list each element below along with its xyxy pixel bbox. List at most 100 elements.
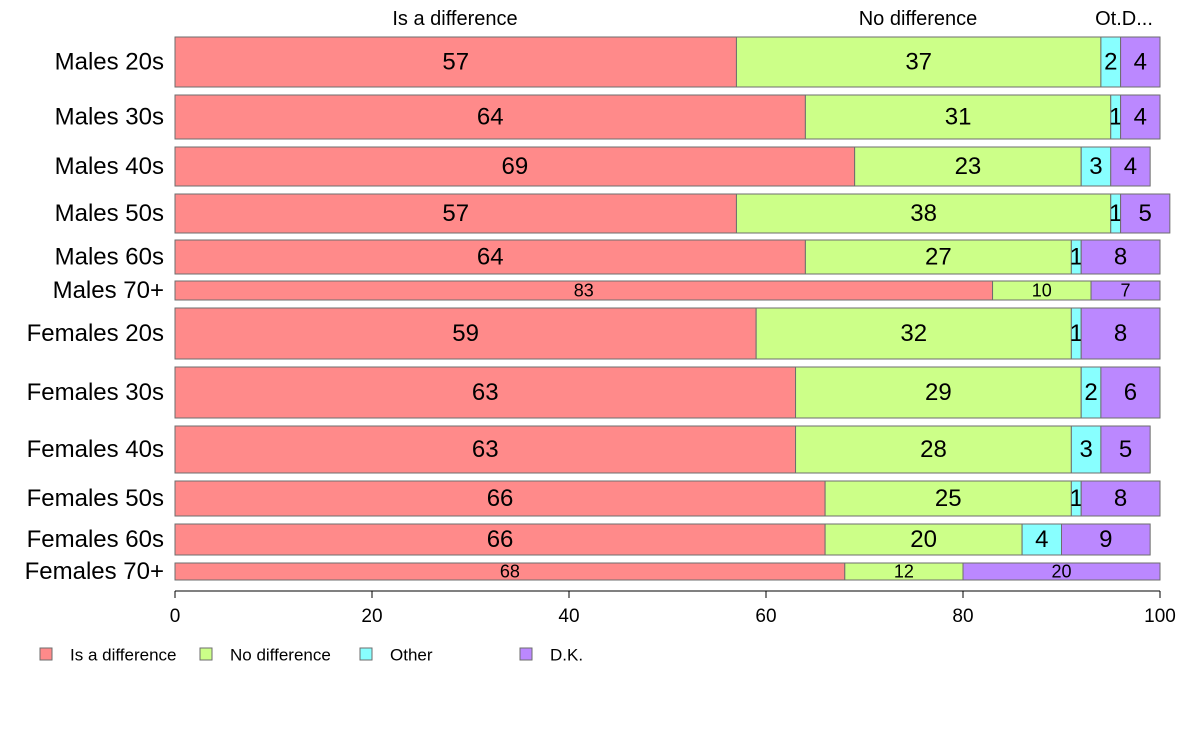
data-label: 32	[900, 320, 927, 347]
data-label: 28	[920, 436, 947, 463]
bar-segment	[1100, 366, 1161, 419]
bar-segment	[735, 36, 1102, 88]
x-tick-label: 100	[1144, 606, 1176, 627]
top-label: Is a difference	[392, 8, 517, 30]
data-label: 64	[477, 244, 504, 271]
data-label: 5	[1119, 436, 1132, 463]
bar-segment	[174, 146, 856, 187]
data-label: 66	[487, 485, 514, 512]
legend-swatch	[39, 647, 53, 661]
data-label: 3	[1079, 436, 1092, 463]
row-label: Males 20s	[55, 49, 164, 76]
bar-segment	[174, 193, 737, 234]
row-label: Males 60s	[55, 244, 164, 271]
data-label: 8	[1114, 244, 1127, 271]
data-label: 63	[472, 436, 499, 463]
bar-segment	[174, 36, 737, 88]
bar-segment	[755, 307, 1072, 360]
bars: 57 37 2 464 31 1 469 23 3 457 38 1 564 27 1 883 10 759 32 1…	[174, 36, 1171, 582]
bar-segment	[1080, 239, 1161, 275]
data-label: 23	[955, 153, 982, 180]
legend-label: Is a difference	[70, 646, 176, 665]
top-labels: Is a difference No difference Ot.D...	[392, 8, 1153, 30]
bar-segment	[962, 562, 1161, 581]
data-label: 25	[935, 485, 962, 512]
data-label: 1	[1109, 200, 1122, 227]
bar-segment	[1021, 523, 1062, 556]
data-label: 8	[1114, 485, 1127, 512]
data-label: 3	[1089, 153, 1102, 180]
legend-label: No difference	[230, 646, 331, 665]
data-label: 10	[1032, 281, 1052, 301]
data-label: 63	[472, 379, 499, 406]
row-label: Males 70+	[53, 277, 164, 304]
bar-segment	[1070, 425, 1102, 474]
legend-swatch	[199, 647, 213, 661]
row-label: Females 30s	[27, 379, 164, 406]
data-label: 7	[1121, 281, 1131, 301]
bar-segment	[854, 146, 1082, 187]
bar-segment	[1110, 146, 1151, 187]
data-label: 68	[500, 562, 520, 582]
row-label: Females 20s	[27, 320, 164, 347]
bar-segment	[1080, 480, 1161, 517]
row-label: Females 70+	[25, 558, 164, 585]
row-label: Females 40s	[27, 436, 164, 463]
data-label: 57	[442, 49, 469, 76]
data-label: 9	[1099, 526, 1112, 553]
data-label: 37	[905, 49, 932, 76]
data-label: 4	[1134, 49, 1147, 76]
x-axis: 0 20 40 60 80 100	[170, 590, 1176, 627]
bar-segment	[1120, 36, 1161, 88]
x-tick-label: 20	[361, 606, 382, 627]
bar-segment	[1061, 523, 1151, 556]
bar-segment	[174, 480, 826, 517]
x-tick-label: 40	[558, 606, 579, 627]
bar-segment	[174, 239, 806, 275]
data-label: 1	[1070, 244, 1083, 271]
y-axis-labels: Males 20s Males 30s Males 40s Males 50s Male…	[25, 49, 164, 586]
bar-segment	[174, 94, 806, 140]
data-label: 57	[442, 200, 469, 227]
bar-segment	[1100, 425, 1151, 474]
data-label: 1	[1109, 104, 1122, 131]
bar-segment	[174, 366, 797, 419]
legend: Is a difference No difference Other D.K.	[39, 646, 583, 665]
x-tick-label: 80	[952, 606, 973, 627]
data-label: 2	[1104, 49, 1117, 76]
row-label: Females 50s	[27, 485, 164, 512]
bar-segment	[1080, 307, 1161, 360]
row-label: Males 30s	[55, 104, 164, 131]
data-label: 2	[1084, 379, 1097, 406]
data-label: 64	[477, 104, 504, 131]
data-label: 4	[1035, 526, 1048, 553]
data-label: 38	[910, 200, 937, 227]
data-label: 5	[1139, 200, 1152, 227]
data-label: 31	[945, 104, 972, 131]
row-label: Males 40s	[55, 153, 164, 180]
data-label: 29	[925, 379, 952, 406]
row-label: Males 50s	[55, 200, 164, 227]
legend-swatch	[359, 647, 373, 661]
data-label: 20	[1051, 562, 1071, 582]
data-label: 20	[910, 526, 937, 553]
bar-segment	[804, 239, 1072, 275]
top-label: Ot.D...	[1095, 8, 1153, 30]
row-label: Females 60s	[27, 526, 164, 553]
bar-segment	[1120, 94, 1161, 140]
top-label: No difference	[859, 8, 978, 30]
bar-segment	[735, 193, 1112, 234]
x-tick-label: 0	[170, 606, 181, 627]
bar-segment	[1080, 146, 1112, 187]
data-label: 12	[894, 562, 914, 582]
data-label: 6	[1124, 379, 1137, 406]
bar-segment	[174, 425, 797, 474]
data-label: 59	[452, 320, 479, 347]
x-tick-label: 60	[755, 606, 776, 627]
legend-swatch	[519, 647, 533, 661]
data-label: 8	[1114, 320, 1127, 347]
bar-segment	[795, 366, 1082, 419]
bar-segment	[174, 523, 826, 556]
data-label: 69	[501, 153, 528, 180]
